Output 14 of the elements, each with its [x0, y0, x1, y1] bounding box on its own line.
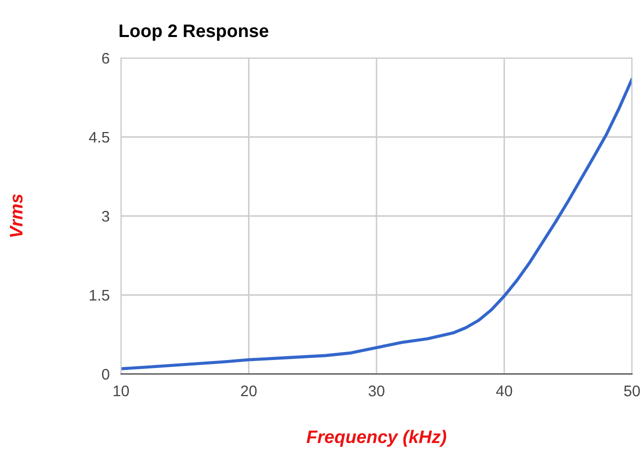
y-axis-title: Vrms: [10, 194, 23, 237]
line-series: [121, 78, 632, 370]
x-tick-label: 50: [624, 386, 640, 396]
y-tick-label: 4.5: [89, 132, 110, 143]
y-tick-label: 1.5: [90, 290, 110, 301]
x-axis-title: Frequency (kHz): [306, 430, 446, 447]
x-tick-label: 10: [114, 386, 129, 396]
x-tick-label: 20: [241, 386, 257, 396]
y-tick-label: 3: [102, 210, 110, 222]
y-tick-label: 6: [102, 52, 110, 64]
x-tick-label: 40: [496, 386, 512, 396]
y-tick-label: 0: [102, 368, 110, 380]
x-tick-label: 30: [368, 386, 384, 396]
chart-title: Loop 2 Response: [120, 24, 268, 41]
